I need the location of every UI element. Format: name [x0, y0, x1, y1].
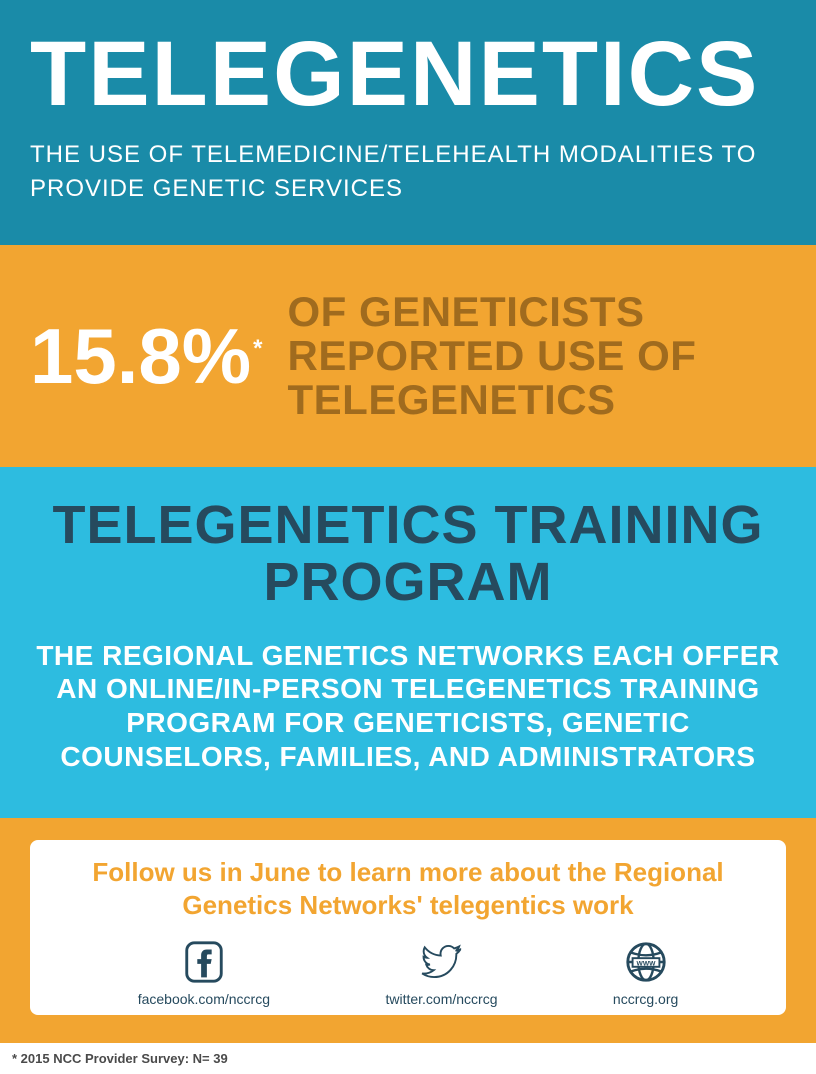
subtitle: THE USE OF TELEMEDICINE/TELEHEALTH MODAL…	[30, 138, 786, 205]
stat-value: 15.8%	[30, 312, 251, 400]
social-facebook-label: facebook.com/nccrcg	[138, 991, 270, 1007]
facebook-icon	[181, 939, 227, 985]
twitter-icon	[418, 939, 464, 985]
social-www-label: nccrcg.org	[613, 991, 678, 1007]
cta-text: Follow us in June to learn more about th…	[50, 856, 766, 921]
social-www[interactable]: WWW nccrcg.org	[613, 939, 678, 1007]
www-icon: WWW	[623, 939, 669, 985]
footnote: * 2015 NCC Provider Survey: N= 39	[0, 1043, 816, 1074]
social-facebook[interactable]: facebook.com/nccrcg	[138, 939, 270, 1007]
cta-section: Follow us in June to learn more about th…	[0, 818, 816, 1043]
social-twitter-label: twitter.com/nccrcg	[385, 991, 497, 1007]
stat-text: OF GENETICISTS REPORTED USE OF TELEGENET…	[288, 290, 786, 422]
social-twitter[interactable]: twitter.com/nccrcg	[385, 939, 497, 1007]
stat-section: 15.8%* OF GENETICISTS REPORTED USE OF TE…	[0, 245, 816, 467]
main-title: TELEGENETICS	[30, 28, 786, 120]
cta-box: Follow us in June to learn more about th…	[30, 840, 786, 1015]
stat-number: 15.8%*	[30, 311, 263, 402]
header-section: TELEGENETICS THE USE OF TELEMEDICINE/TEL…	[0, 0, 816, 245]
social-row: facebook.com/nccrcg twitter.com/nccrcg W…	[50, 939, 766, 1007]
svg-text:WWW: WWW	[636, 961, 656, 968]
training-body: THE REGIONAL GENETICS NETWORKS EACH OFFE…	[35, 639, 781, 773]
training-title: TELEGENETICS TRAINING PROGRAM	[35, 497, 781, 610]
training-section: TELEGENETICS TRAINING PROGRAM THE REGION…	[0, 467, 816, 818]
stat-asterisk: *	[253, 335, 262, 362]
